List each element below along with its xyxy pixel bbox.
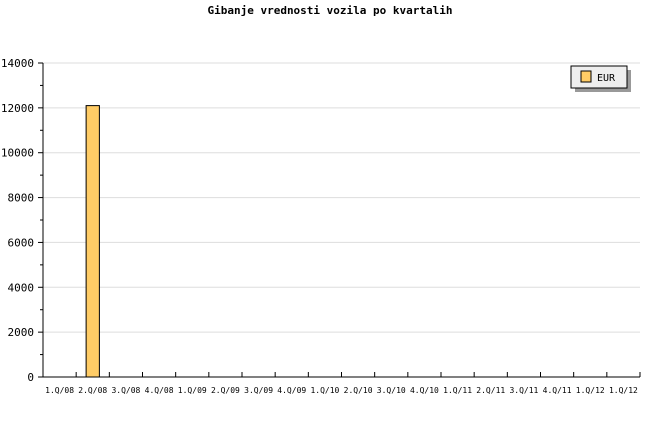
y-tick-label: 0 <box>27 371 34 384</box>
x-tick-label: 3.Q/08 <box>111 386 140 395</box>
x-tick-label: 1.Q/09 <box>178 386 207 395</box>
x-tick-label: 1.Q/12 <box>609 386 638 395</box>
x-tick-label: 2.Q/08 <box>78 386 107 395</box>
x-tick-label: 4.Q/08 <box>145 386 174 395</box>
y-tick-label: 10000 <box>1 147 34 160</box>
x-tick-label: 1.Q/10 <box>310 386 339 395</box>
legend-swatch <box>580 70 592 83</box>
x-tick-label: 3.Q/11 <box>509 386 538 395</box>
x-tick-label: 3.Q/09 <box>244 386 273 395</box>
x-tick-label: 1.Q/08 <box>45 386 74 395</box>
y-tick-label: 12000 <box>1 102 34 115</box>
bar <box>85 105 100 378</box>
x-tick-label: 4.Q/10 <box>410 386 439 395</box>
x-tick-label: 4.Q/11 <box>543 386 572 395</box>
y-tick-label: 8000 <box>8 192 35 205</box>
x-tick-label: 2.Q/10 <box>344 386 373 395</box>
x-tick-label: 1.Q/11 <box>443 386 472 395</box>
x-tick-label: 1.Q/12 <box>576 386 605 395</box>
chart-title: Gibanje vrednosti vozila po kvartalih <box>207 4 453 17</box>
y-tick-label: 4000 <box>8 281 35 294</box>
x-tick-label: 3.Q/10 <box>377 386 406 395</box>
x-tick-label: 2.Q/11 <box>476 386 505 395</box>
y-tick-label: 6000 <box>8 236 35 249</box>
x-tick-label: 4.Q/09 <box>277 386 306 395</box>
y-tick-label: 2000 <box>8 326 35 339</box>
legend-label: EUR <box>597 73 616 84</box>
x-tick-label: 2.Q/09 <box>211 386 240 395</box>
y-tick-label: 14000 <box>1 57 34 70</box>
